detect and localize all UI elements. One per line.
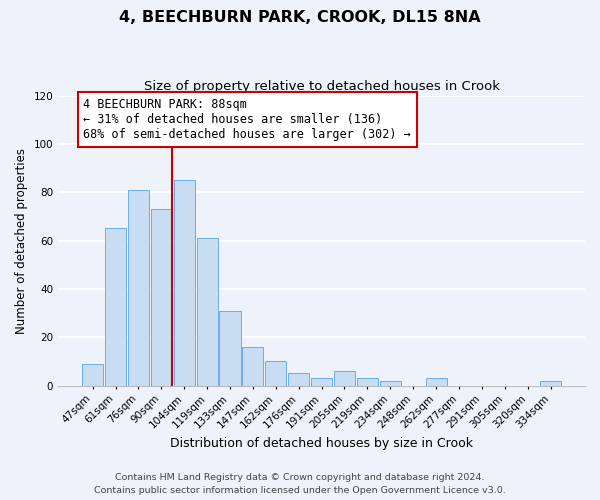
Bar: [151, 209, 172, 386]
Bar: [425, 378, 446, 386]
Bar: [220, 310, 241, 386]
Y-axis label: Number of detached properties: Number of detached properties: [15, 148, 28, 334]
Title: Size of property relative to detached houses in Crook: Size of property relative to detached ho…: [143, 80, 500, 93]
Text: 4, BEECHBURN PARK, CROOK, DL15 8NA: 4, BEECHBURN PARK, CROOK, DL15 8NA: [119, 10, 481, 25]
Bar: [288, 374, 309, 386]
Bar: [128, 190, 149, 386]
Text: 4 BEECHBURN PARK: 88sqm
← 31% of detached houses are smaller (136)
68% of semi-d: 4 BEECHBURN PARK: 88sqm ← 31% of detache…: [83, 98, 411, 141]
Bar: [265, 362, 286, 386]
X-axis label: Distribution of detached houses by size in Crook: Distribution of detached houses by size …: [170, 437, 473, 450]
Bar: [357, 378, 378, 386]
Bar: [242, 347, 263, 386]
Bar: [105, 228, 126, 386]
Bar: [173, 180, 195, 386]
Bar: [311, 378, 332, 386]
Text: Contains HM Land Registry data © Crown copyright and database right 2024.
Contai: Contains HM Land Registry data © Crown c…: [94, 474, 506, 495]
Bar: [82, 364, 103, 386]
Bar: [197, 238, 218, 386]
Bar: [540, 380, 561, 386]
Bar: [380, 380, 401, 386]
Bar: [334, 371, 355, 386]
